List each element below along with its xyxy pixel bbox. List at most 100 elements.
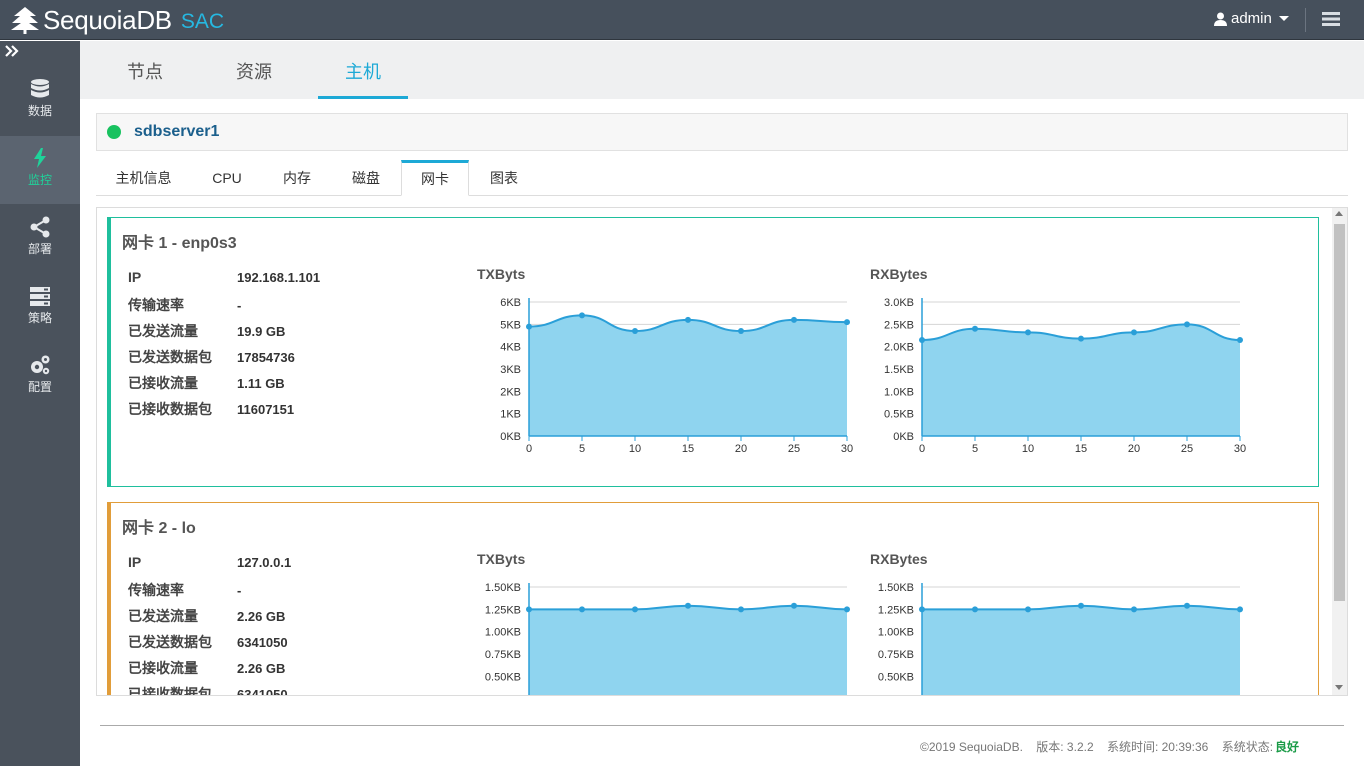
tx-chart: 0.00KB0.25KB0.50KB0.75KB1.00KB1.25KB1.50… [485, 582, 850, 695]
info-row: IP 127.0.0.1 [128, 554, 291, 570]
info-key: IP [128, 269, 142, 285]
logo-text: SequoiaDB [43, 4, 172, 35]
data-point [1184, 602, 1190, 609]
main-tabs: 节点 资源 主机 [80, 41, 1364, 99]
user-menu[interactable]: admin [1214, 10, 1289, 27]
sidebar-item-label: 监控 [27, 173, 52, 187]
data-point [632, 606, 638, 613]
sidebar-item-label: 数据 [27, 104, 52, 118]
data-point [791, 602, 797, 609]
x-tick-label: 5 [972, 443, 978, 455]
host-name: sdbserver1 [134, 123, 220, 140]
info-value: 192.168.1.101 [237, 270, 321, 285]
y-tick-label: 1.50KB [878, 582, 914, 594]
tab-resources[interactable]: 资源 [236, 62, 272, 82]
info-row: 已发送数据包 6341050 [128, 632, 288, 652]
info-key: 已接收流量 [128, 375, 198, 391]
version: 版本: 3.2.2 [1036, 740, 1094, 754]
host-header: sdbserver1 [96, 113, 1348, 151]
x-tick-label: 20 [735, 443, 747, 455]
sidebar-item-config[interactable]: 配置 [0, 343, 80, 411]
sidebar-item-deploy[interactable]: 部署 [0, 205, 80, 273]
logo-sub: SAC [180, 10, 225, 33]
info-value: 6341050 [237, 687, 288, 696]
scrollbar[interactable] [1332, 208, 1347, 695]
info-row: 已接收数据包 11607151 [128, 399, 294, 419]
info-row: 传输速率 - [128, 580, 241, 600]
info-value: 17854736 [237, 350, 295, 365]
tab-nodes[interactable]: 节点 [127, 62, 163, 82]
y-tick-label: 2KB [500, 386, 521, 398]
y-tick-label: 3.0KB [884, 297, 914, 309]
scroll-thumb[interactable] [1334, 224, 1345, 601]
y-tick-label: 1KB [500, 409, 521, 421]
database-icon [31, 79, 49, 98]
data-point [1025, 606, 1031, 613]
y-tick-label: 0.5KB [884, 409, 914, 421]
info-value: 1.11 GB [237, 376, 285, 391]
data-point [844, 606, 850, 613]
double-chevron-right-icon[interactable] [5, 45, 19, 57]
list-icon [30, 287, 50, 306]
logo[interactable]: SequoiaDB SAC [10, 4, 224, 36]
x-tick-label: 15 [1075, 443, 1087, 455]
data-point [972, 606, 978, 613]
chart-title: RXBytes [870, 551, 928, 567]
data-point [1025, 329, 1031, 336]
tab-disk[interactable]: 磁盘 [352, 170, 380, 186]
tab-memory[interactable]: 内存 [283, 170, 311, 186]
data-point [579, 312, 585, 319]
x-tick-label: 10 [1022, 443, 1034, 455]
y-tick-label: 1.00KB [485, 627, 521, 639]
chart-title: RXBytes [870, 266, 928, 282]
x-tick-label: 30 [841, 443, 853, 455]
scroll-down-arrow[interactable] [1335, 685, 1343, 690]
tab-host-info[interactable]: 主机信息 [115, 170, 172, 186]
y-tick-label: 1.50KB [485, 582, 521, 594]
y-tick-label: 0.50KB [485, 671, 521, 683]
menu-icon[interactable] [1322, 11, 1340, 27]
rx-chart: 0.00KB0.25KB0.50KB0.75KB1.00KB1.25KB1.50… [878, 582, 1243, 696]
tab-hosts[interactable]: 主机 [318, 41, 408, 99]
tab-charts[interactable]: 图表 [490, 170, 518, 186]
system-time: 系统时间: 20:39:36 [1106, 740, 1209, 754]
y-tick-label: 3KB [500, 364, 521, 376]
sidebar-item-data[interactable]: 数据 [0, 67, 80, 135]
info-key: 已接收流量 [128, 660, 198, 676]
info-key: 已发送数据包 [128, 634, 212, 650]
info-row: 已接收流量 1.11 GB [128, 373, 285, 393]
x-tick-label: 0 [919, 443, 925, 455]
info-row: 已接收流量 2.26 GB [128, 658, 285, 678]
status-dot [107, 125, 121, 139]
tx-chart: 0KB 1KB 2KB 3KB 4KB 5KB 6KB 0 5 10 15 20 25 30 [500, 297, 853, 455]
bolt-icon [34, 148, 46, 168]
data-point [632, 328, 638, 335]
tab-nic[interactable]: 网卡 [401, 160, 469, 196]
x-tick-label: 5 [579, 443, 585, 455]
data-point [972, 325, 978, 332]
scroll-up-arrow[interactable] [1335, 211, 1343, 216]
y-tick-label: 0.25KB [878, 694, 914, 696]
status-value: 良好 [1275, 740, 1300, 754]
data-point [1237, 606, 1243, 613]
series-area [529, 315, 847, 436]
sidebar-item-monitor[interactable]: 监控 [0, 136, 80, 204]
data-point [685, 602, 691, 609]
data-point [1078, 335, 1084, 342]
sub-tabs: 主机信息 CPU 内存 磁盘 网卡 图表 [96, 160, 1348, 196]
y-tick-label: 0KB [500, 431, 521, 443]
y-tick-label: 2.0KB [884, 342, 914, 354]
sidebar-item-policy[interactable]: 策略 [0, 274, 80, 342]
y-tick-label: 1.25KB [485, 604, 521, 616]
gears-icon [31, 355, 50, 375]
y-tick-label: 1.25KB [878, 604, 914, 616]
tab-cpu[interactable]: CPU [212, 170, 242, 186]
y-tick-label: 2.5KB [884, 319, 914, 331]
series-area [529, 605, 847, 695]
y-tick-label: 4KB [500, 342, 521, 354]
info-value: 11607151 [237, 402, 295, 417]
y-tick-label: 1.00KB [878, 627, 914, 639]
footer-divider [100, 725, 1344, 726]
y-tick-label: 0.75KB [878, 649, 914, 661]
data-point [791, 316, 797, 323]
